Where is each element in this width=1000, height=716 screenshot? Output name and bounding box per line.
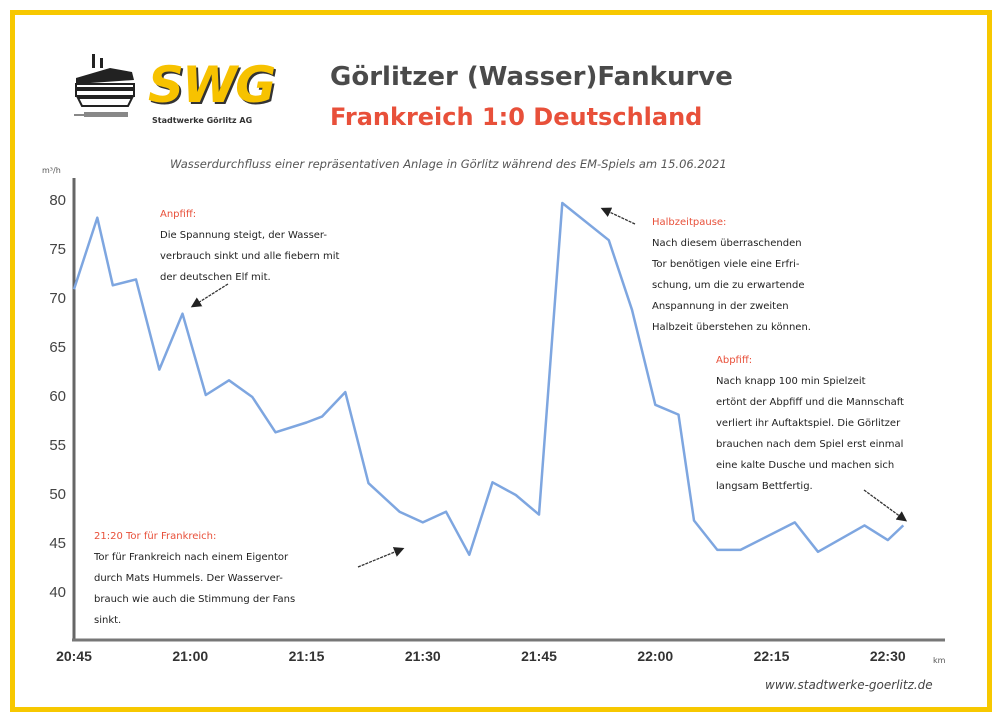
annotation-halbzeit: Halbzeitpause: Nach diesem überraschende… [652,212,811,338]
y-axis-unit: m³/h [42,166,61,175]
y-tick-label: 60 [49,388,66,405]
y-tick-label: 45 [49,535,66,552]
swg-logo: SWG Stadtwerke Görlitz AG [70,50,290,135]
chart-caption: Wasserdurchfluss einer repräsentativen A… [170,157,727,171]
stadium-icon [74,54,135,117]
annotation-abpfiff: Abpfiff: Nach knapp 100 min Spielzeit er… [716,350,904,497]
y-tick-label: 55 [49,437,66,454]
y-tick-label: 75 [49,241,66,258]
y-tick-label: 80 [49,192,66,209]
page-title: Görlitzer (Wasser)Fankurve [330,62,733,92]
water-flow-line [72,201,905,557]
annotation-heading: Abpfiff: [716,355,753,366]
x-axis-unit: km [933,656,946,665]
website-link[interactable]: www.stadtwerke-goerlitz.de [765,678,933,692]
annotation-heading: Anpfiff: [160,209,197,220]
annotation-text: Nach knapp 100 min Spielzeit ertönt der … [716,376,904,492]
page-subtitle: Frankreich 1:0 Deutschland [330,103,703,131]
x-tick-label: 20:45 [56,648,92,664]
y-tick-label: 65 [49,339,66,356]
x-tick-label: 21:30 [404,648,441,664]
arrow-tor [357,547,405,568]
annotation-heading: Halbzeitpause: [652,217,727,228]
logo-subtext: Stadtwerke Görlitz AG [152,116,253,125]
x-tick-label: 22:00 [637,648,674,664]
x-tick-label: 21:15 [288,648,325,664]
annotation-text: Tor für Frankreich nach einem Eigentor d… [94,552,296,626]
x-tick-label: 21:45 [521,648,557,664]
arrow-halbzeit [600,207,636,225]
poster-frame [10,10,992,712]
y-tick-label: 50 [49,486,66,503]
arrow-abpfiff [863,489,908,522]
annotation-text: Nach diesem überraschenden Tor benötigen… [652,238,811,333]
arrow-anpfiff [190,283,229,308]
x-tick-label: 22:30 [869,648,906,664]
logo-text: SWG [148,56,276,114]
annotation-anpfiff: Anpfiff: Die Spannung steigt, der Wasser… [160,204,339,288]
annotation-text: Die Spannung steigt, der Wasser- verbrau… [160,230,340,283]
x-tick-label: 22:15 [753,648,790,664]
y-tick-label: 70 [49,290,66,307]
annotation-tor: 21:20 Tor für Frankreich: Tor für Frankr… [94,526,295,631]
x-tick-label: 21:00 [172,648,209,664]
y-tick-label: 40 [49,584,66,601]
annotation-heading: 21:20 Tor für Frankreich: [94,531,217,542]
